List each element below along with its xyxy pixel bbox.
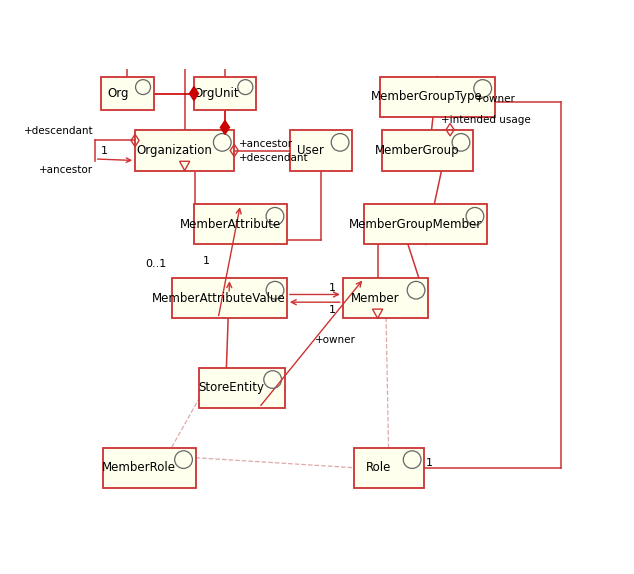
- Bar: [194, 76, 256, 110]
- Text: MemberAttributeValue: MemberAttributeValue: [152, 292, 286, 305]
- Text: Member: Member: [351, 292, 399, 305]
- Text: MemberGroupType: MemberGroupType: [371, 90, 482, 103]
- Text: +owner: +owner: [316, 335, 356, 345]
- Bar: [101, 76, 153, 110]
- Text: +descendant: +descendant: [239, 153, 309, 163]
- Text: MemberAttribute: MemberAttribute: [179, 218, 281, 231]
- Text: 1: 1: [101, 145, 108, 156]
- Bar: [199, 367, 285, 408]
- Bar: [194, 204, 287, 245]
- Text: User: User: [297, 144, 324, 157]
- Text: 0..1: 0..1: [145, 259, 166, 269]
- Text: 1: 1: [329, 305, 336, 315]
- Text: Organization: Organization: [136, 144, 212, 157]
- Bar: [343, 278, 428, 319]
- Text: Role: Role: [366, 461, 392, 474]
- Text: StoreEntity: StoreEntity: [198, 381, 264, 394]
- Bar: [354, 448, 424, 488]
- Text: +ancestor: +ancestor: [239, 139, 293, 149]
- Bar: [380, 76, 495, 117]
- Text: +descendant: +descendant: [23, 126, 93, 136]
- Text: 1: 1: [425, 458, 432, 468]
- Text: MemberGroup: MemberGroup: [375, 144, 459, 157]
- Text: +intended usage: +intended usage: [441, 115, 531, 125]
- Text: 1: 1: [203, 257, 210, 266]
- Text: 1: 1: [329, 284, 336, 293]
- Bar: [365, 204, 487, 245]
- Text: OrgUnit: OrgUnit: [193, 87, 239, 100]
- Bar: [290, 130, 352, 170]
- Text: Org: Org: [108, 87, 129, 100]
- Polygon shape: [190, 87, 198, 100]
- Text: MemberGroupMember: MemberGroupMember: [349, 218, 482, 231]
- Text: +owner: +owner: [474, 94, 515, 103]
- Bar: [172, 278, 287, 319]
- Text: MemberRole: MemberRole: [101, 461, 176, 474]
- Text: +ancestor: +ancestor: [39, 165, 93, 174]
- Bar: [103, 448, 195, 488]
- Bar: [382, 130, 473, 170]
- Bar: [135, 130, 234, 170]
- Polygon shape: [221, 121, 230, 134]
